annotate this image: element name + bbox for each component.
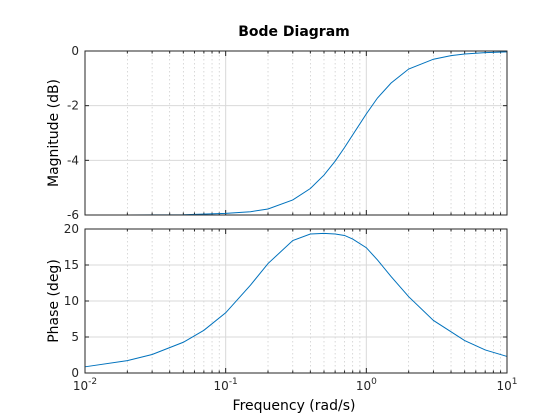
x-tick-label: 10-2 [73, 377, 97, 393]
x-axis-label: Frequency (rad/s) [233, 398, 356, 414]
magnitude-series-line [85, 51, 508, 216]
y-tick-label: 5 [71, 330, 79, 344]
y-tick-label: -4 [67, 153, 79, 167]
axes-frame [84, 50, 508, 216]
x-tick-label: 10-1 [214, 377, 238, 393]
y-tick-label: 15 [64, 258, 79, 272]
magnitude-axis-label: Magnitude (dB) [46, 79, 62, 187]
magnitude-panel: 0 -2 -4 -6 [67, 44, 508, 222]
y-tick-label: -6 [67, 208, 79, 222]
phase-axis-label: Phase (deg) [46, 259, 62, 343]
axes-frame [84, 228, 508, 374]
y-tick-label: 10 [64, 294, 79, 308]
y-tick-label: 0 [71, 44, 79, 58]
phase-series-line [84, 232, 508, 368]
y-tick-label: 0 [71, 366, 79, 380]
x-tick-labels: 10-2 10-1 100 101 [73, 377, 518, 393]
phase-panel: 20 15 10 5 0 [64, 222, 508, 380]
x-tick-label: 101 [496, 377, 517, 393]
y-tick-label: 20 [64, 222, 79, 236]
chart-title: Bode Diagram [238, 24, 350, 40]
x-tick-label: 100 [356, 377, 377, 393]
y-tick-label: -2 [67, 99, 79, 113]
